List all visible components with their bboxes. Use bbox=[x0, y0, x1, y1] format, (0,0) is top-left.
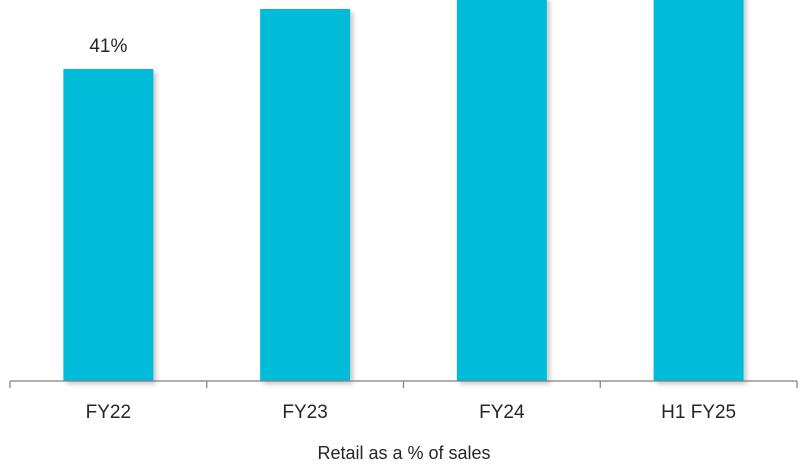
x-axis-title: Retail as a % of sales bbox=[317, 443, 490, 463]
x-tick-label: FY23 bbox=[282, 402, 327, 423]
data-labels-group: 41%46%47%54% bbox=[89, 36, 127, 57]
data-label: 41% bbox=[89, 36, 127, 57]
bar-fy23 bbox=[260, 9, 351, 381]
bar-h1-fy25 bbox=[653, 0, 744, 381]
bars-group bbox=[63, 0, 744, 381]
bar-fy22 bbox=[63, 69, 154, 381]
x-tick-label: FY24 bbox=[479, 402, 525, 423]
x-tick-label: FY22 bbox=[86, 402, 131, 423]
x-axis-ticks-group: FY22 FY23 FY24 H1 FY25 bbox=[9, 381, 798, 423]
x-tick-label: H1 FY25 bbox=[661, 402, 736, 423]
bar-fy24 bbox=[456, 0, 547, 381]
